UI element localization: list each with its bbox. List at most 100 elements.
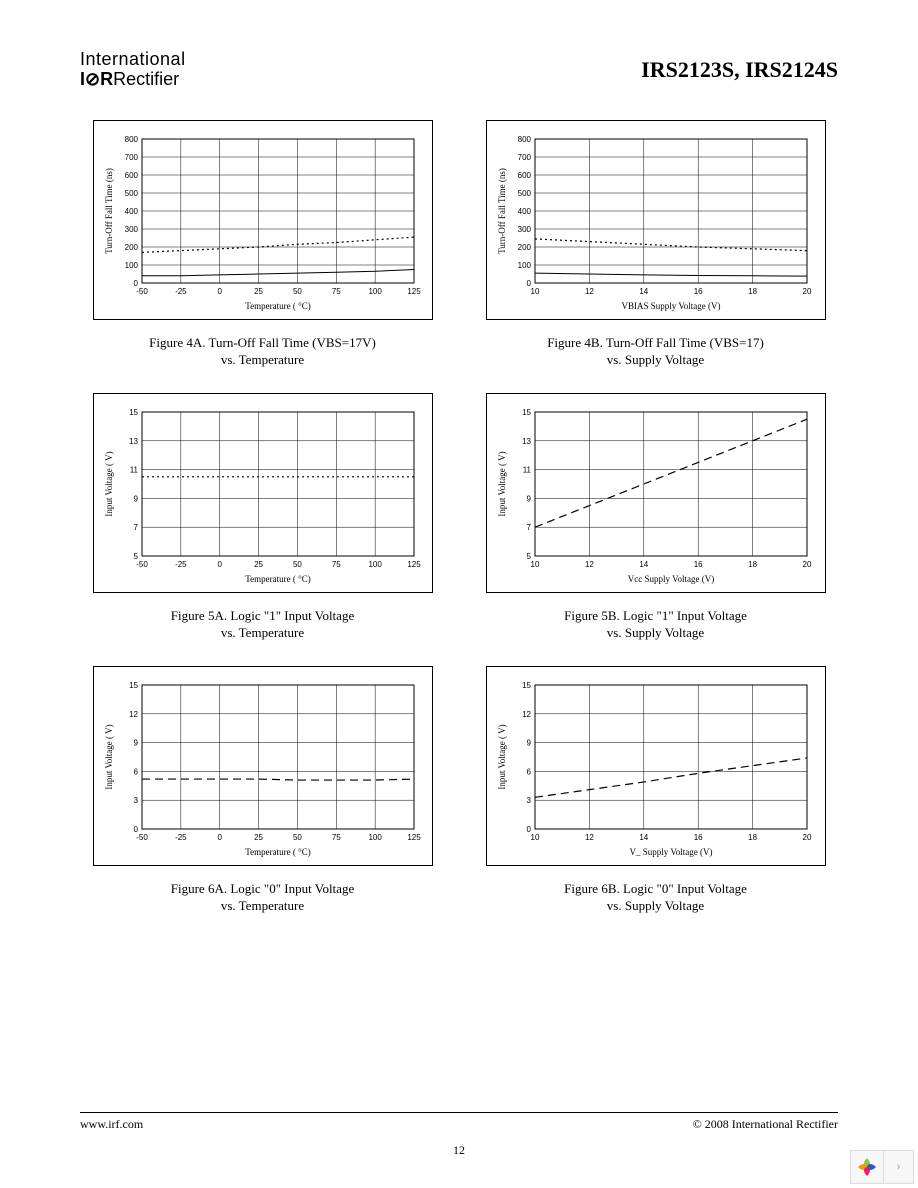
chart-5a-frame: -50-250255075100125579111315Temperature … xyxy=(93,393,433,593)
svg-text:3: 3 xyxy=(526,796,531,805)
chart-4b-svg: 1012141618200100200300400500600700800VBI… xyxy=(493,131,815,313)
svg-text:9: 9 xyxy=(526,494,531,503)
svg-text:14: 14 xyxy=(639,287,648,296)
caption-5b-l2: vs. Supply Voltage xyxy=(607,625,704,640)
svg-text:10: 10 xyxy=(530,560,539,569)
svg-text:200: 200 xyxy=(124,243,138,252)
svg-text:5: 5 xyxy=(133,552,138,561)
svg-text:600: 600 xyxy=(124,171,138,180)
figure-5a: -50-250255075100125579111315Temperature … xyxy=(80,393,445,642)
part-title: IRS2123S, IRS2124S xyxy=(641,57,838,83)
svg-text:V_ Supply Voltage (V): V_ Supply Voltage (V) xyxy=(629,847,712,857)
svg-text:400: 400 xyxy=(124,207,138,216)
svg-text:Temperature ( °C): Temperature ( °C) xyxy=(245,574,310,584)
svg-text:Temperature ( °C): Temperature ( °C) xyxy=(245,301,310,311)
svg-text:0: 0 xyxy=(133,279,138,288)
svg-text:75: 75 xyxy=(331,833,340,842)
svg-text:125: 125 xyxy=(407,560,421,569)
svg-text:3: 3 xyxy=(133,796,138,805)
svg-text:700: 700 xyxy=(517,153,531,162)
svg-text:Input Voltage ( V): Input Voltage ( V) xyxy=(104,724,114,789)
chart-5a-svg: -50-250255075100125579111315Temperature … xyxy=(100,404,422,586)
svg-text:125: 125 xyxy=(407,287,421,296)
svg-text:Input Voltage ( V): Input Voltage ( V) xyxy=(497,451,507,516)
svg-text:0: 0 xyxy=(217,833,222,842)
svg-text:15: 15 xyxy=(522,408,531,417)
svg-text:Input Voltage ( V): Input Voltage ( V) xyxy=(104,451,114,516)
svg-text:11: 11 xyxy=(129,465,138,474)
caption-5a-l2: vs. Temperature xyxy=(221,625,304,640)
svg-text:Turn-Off Fall Time (ns): Turn-Off Fall Time (ns) xyxy=(497,168,507,254)
figure-6b: 10121416182003691215V_ Supply Voltage (V… xyxy=(473,666,838,915)
caption-4b-l2: vs. Supply Voltage xyxy=(607,352,704,367)
svg-text:12: 12 xyxy=(522,710,531,719)
svg-text:7: 7 xyxy=(526,523,531,532)
svg-text:100: 100 xyxy=(368,833,382,842)
nav-logo-icon[interactable] xyxy=(850,1150,884,1184)
svg-text:50: 50 xyxy=(292,287,301,296)
svg-text:100: 100 xyxy=(368,287,382,296)
chart-6a-svg: -50-25025507510012503691215Temperature (… xyxy=(100,677,422,859)
svg-text:10: 10 xyxy=(530,287,539,296)
svg-text:14: 14 xyxy=(639,560,648,569)
charts-grid: -50-250255075100125010020030040050060070… xyxy=(80,120,838,915)
svg-text:300: 300 xyxy=(124,225,138,234)
chart-4a-svg: -50-250255075100125010020030040050060070… xyxy=(100,131,422,313)
chart-5b-frame: 101214161820579111315Vcc Supply Voltage … xyxy=(486,393,826,593)
caption-5a-l1: Figure 5A. Logic "1" Input Voltage xyxy=(171,608,354,623)
chart-5b-svg: 101214161820579111315Vcc Supply Voltage … xyxy=(493,404,815,586)
svg-text:5: 5 xyxy=(526,552,531,561)
nav-widget: › xyxy=(850,1150,914,1184)
caption-4a: Figure 4A. Turn-Off Fall Time (VBS=17V) … xyxy=(149,334,376,369)
caption-5a: Figure 5A. Logic "1" Input Voltage vs. T… xyxy=(171,607,354,642)
svg-text:7: 7 xyxy=(133,523,138,532)
svg-text:-25: -25 xyxy=(175,560,187,569)
svg-text:6: 6 xyxy=(133,767,138,776)
caption-6a: Figure 6A. Logic "0" Input Voltage vs. T… xyxy=(171,880,354,915)
company-logo: International I⊘RRectifier xyxy=(80,50,186,90)
svg-text:-50: -50 xyxy=(136,833,148,842)
footer-copyright: © 2008 International Rectifier xyxy=(693,1117,838,1132)
svg-text:800: 800 xyxy=(517,135,531,144)
chevron-right-icon: › xyxy=(896,1159,901,1175)
svg-text:18: 18 xyxy=(748,287,757,296)
svg-text:100: 100 xyxy=(368,560,382,569)
svg-text:10: 10 xyxy=(530,833,539,842)
svg-text:25: 25 xyxy=(254,560,263,569)
chart-6a-frame: -50-25025507510012503691215Temperature (… xyxy=(93,666,433,866)
svg-text:Temperature ( °C): Temperature ( °C) xyxy=(245,847,310,857)
caption-6a-l1: Figure 6A. Logic "0" Input Voltage xyxy=(171,881,354,896)
chart-4b-frame: 1012141618200100200300400500600700800VBI… xyxy=(486,120,826,320)
svg-text:12: 12 xyxy=(584,287,593,296)
svg-text:-25: -25 xyxy=(175,833,187,842)
svg-text:100: 100 xyxy=(124,261,138,270)
logo-ior: I⊘R xyxy=(80,69,113,89)
page-header: International I⊘RRectifier IRS2123S, IRS… xyxy=(80,50,838,90)
svg-text:18: 18 xyxy=(748,833,757,842)
figure-4b: 1012141618200100200300400500600700800VBI… xyxy=(473,120,838,369)
svg-text:9: 9 xyxy=(526,738,531,747)
svg-text:9: 9 xyxy=(133,494,138,503)
svg-text:12: 12 xyxy=(129,710,138,719)
svg-text:100: 100 xyxy=(517,261,531,270)
svg-text:0: 0 xyxy=(526,825,531,834)
nav-next-button[interactable]: › xyxy=(884,1150,914,1184)
svg-text:16: 16 xyxy=(693,287,702,296)
svg-text:200: 200 xyxy=(517,243,531,252)
svg-text:0: 0 xyxy=(217,560,222,569)
svg-text:75: 75 xyxy=(331,287,340,296)
svg-text:600: 600 xyxy=(517,171,531,180)
logo-rectifier: Rectifier xyxy=(113,69,179,89)
caption-6b: Figure 6B. Logic "0" Input Voltage vs. S… xyxy=(564,880,747,915)
svg-text:VBIAS Supply Voltage (V): VBIAS Supply Voltage (V) xyxy=(621,301,720,311)
svg-text:16: 16 xyxy=(693,833,702,842)
svg-text:0: 0 xyxy=(526,279,531,288)
svg-text:300: 300 xyxy=(517,225,531,234)
svg-text:-50: -50 xyxy=(136,560,148,569)
svg-text:700: 700 xyxy=(124,153,138,162)
svg-text:15: 15 xyxy=(129,681,138,690)
caption-5b: Figure 5B. Logic "1" Input Voltage vs. S… xyxy=(564,607,747,642)
svg-text:20: 20 xyxy=(802,560,811,569)
page-footer: www.irf.com © 2008 International Rectifi… xyxy=(80,1112,838,1132)
svg-text:-50: -50 xyxy=(136,287,148,296)
